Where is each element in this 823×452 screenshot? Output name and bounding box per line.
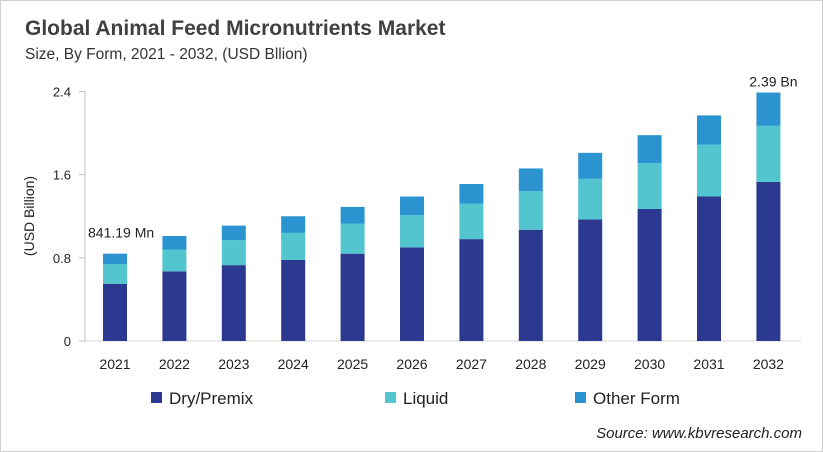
bar-segment-dry-premix	[756, 181, 781, 341]
bar-segment-other-form	[340, 206, 365, 224]
x-tick-label: 2026	[396, 356, 427, 372]
bar-segment-other-form	[459, 184, 484, 204]
legend-label: Liquid	[403, 389, 448, 408]
y-tick-label: 0.8	[53, 251, 71, 266]
bar-segment-liquid	[637, 163, 662, 209]
x-tick-label: 2029	[575, 356, 606, 372]
x-tick-label: 2022	[159, 356, 190, 372]
bar-segment-liquid	[162, 249, 187, 272]
bar-segment-other-form	[518, 168, 543, 192]
chart-title: Global Animal Feed Micronutrients Market	[25, 17, 446, 40]
legend-swatch	[385, 392, 396, 403]
x-tick-label: 2027	[456, 356, 487, 372]
bar-segment-dry-premix	[400, 247, 424, 341]
bar-segment-liquid	[281, 232, 306, 260]
y-axis-label: (USD Billion)	[21, 176, 37, 256]
bar-segment-other-form	[697, 115, 721, 145]
bar-segment-liquid	[221, 240, 246, 266]
x-tick-label: 2023	[218, 356, 249, 372]
bar-segment-dry-premix	[578, 219, 603, 341]
bar-segment-dry-premix	[637, 208, 662, 341]
y-tick-label: 0	[64, 334, 71, 349]
data-label: 841.19 Mn	[88, 225, 154, 241]
bar-segment-other-form	[103, 253, 127, 265]
bar-segment-dry-premix	[697, 196, 721, 341]
legend-label: Other Form	[593, 389, 680, 408]
legend-label: Dry/Premix	[169, 389, 254, 408]
bar-segment-liquid	[756, 125, 781, 182]
bar-segment-other-form	[221, 225, 246, 241]
legend-swatch	[575, 392, 586, 403]
bar-segment-dry-premix	[340, 253, 365, 341]
bar-segment-liquid	[518, 191, 543, 230]
bar-segment-liquid	[340, 223, 365, 254]
bar-segment-other-form	[281, 216, 306, 233]
y-tick-label: 2.4	[53, 85, 71, 100]
bar-segment-dry-premix	[281, 259, 306, 341]
bar-segment-liquid	[697, 144, 721, 197]
bar-segment-liquid	[103, 264, 127, 284]
bar-segment-other-form	[578, 152, 603, 179]
bar-segment-dry-premix	[518, 229, 543, 341]
x-tick-label: 2032	[753, 356, 784, 372]
x-tick-label: 2024	[278, 356, 309, 372]
source-note: Source: www.kbvresearch.com	[596, 425, 802, 442]
x-tick-label: 2030	[634, 356, 665, 372]
y-tick-label: 1.6	[53, 168, 71, 183]
bar-segment-liquid	[459, 203, 484, 240]
bar-segment-other-form	[756, 92, 781, 126]
data-label: 2.39 Bn	[749, 74, 797, 90]
bar-segment-dry-premix	[103, 283, 127, 341]
bar-segment-dry-premix	[162, 271, 187, 341]
x-tick-label: 2028	[515, 356, 546, 372]
bar-segment-other-form	[637, 135, 662, 164]
bar-segment-other-form	[162, 236, 187, 250]
bar-segment-liquid	[400, 215, 424, 248]
chart-subtitle: Size, By Form, 2021 - 2032, (USD Bllion)	[25, 46, 308, 63]
legend-swatch	[151, 392, 162, 403]
x-tick-label: 2021	[99, 356, 130, 372]
bar-segment-liquid	[578, 178, 603, 220]
x-tick-label: 2025	[337, 356, 368, 372]
bar-segment-dry-premix	[459, 239, 484, 341]
bar-segment-dry-premix	[221, 265, 246, 341]
x-tick-label: 2031	[693, 356, 724, 372]
bar-segment-other-form	[400, 196, 424, 216]
